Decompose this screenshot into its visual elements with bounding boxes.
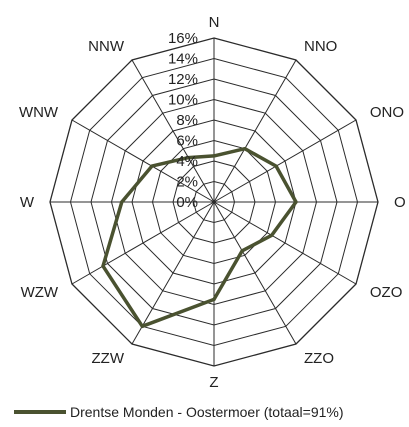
tick-label: 16% — [168, 30, 198, 47]
tick-label: 14% — [168, 51, 198, 68]
data-point-n — [212, 154, 216, 158]
direction-label-wnw: WNW — [19, 104, 59, 121]
data-point-wzw — [101, 264, 105, 268]
spoke-ono — [213, 119, 357, 203]
direction-label-zzo: ZZO — [304, 350, 334, 367]
data-point-wnw — [150, 164, 154, 168]
legend-swatch — [14, 410, 66, 414]
spoke-nno — [213, 59, 297, 203]
data-point-o — [294, 200, 298, 204]
spoke-wnw — [71, 119, 215, 203]
direction-label-w: W — [20, 194, 35, 211]
spoke-zzw — [131, 201, 215, 345]
direction-label-wzw: WZW — [21, 284, 59, 301]
direction-label-z: Z — [209, 374, 218, 391]
data-point-nno — [243, 147, 247, 151]
direction-labels: N NNO ONO O OZO ZZO Z ZZW WZW W WNW NNW — [19, 14, 406, 391]
direction-label-o: O — [394, 194, 406, 211]
direction-label-ozo: OZO — [370, 284, 403, 301]
tick-label: 12% — [168, 71, 198, 88]
direction-label-nno: NNO — [304, 38, 337, 55]
legend: Drentse Monden - Oostermoer (totaal=91%) — [14, 402, 344, 422]
direction-label-nnw: NNW — [88, 38, 125, 55]
data-point-ono — [274, 164, 278, 168]
spoke-ozo — [213, 201, 357, 285]
spoke-nnw — [131, 59, 215, 203]
data-point-zzw — [140, 324, 144, 328]
data-point-w — [120, 200, 124, 204]
direction-label-zzw: ZZW — [92, 350, 125, 367]
radial-tick-labels: 0% 2% 4% 6% 8% 10% 12% 14% 16% — [168, 30, 198, 211]
direction-label-ono: ONO — [370, 104, 404, 121]
data-point-ozo — [270, 233, 274, 237]
direction-label-n: N — [209, 14, 220, 31]
radar-chart: 0% 2% 4% 6% 8% 10% 12% 14% 16% N NNO ONO O OZO ZZO Z ZZ… — [19, 14, 406, 391]
data-point-z — [212, 297, 216, 301]
series-line-0 — [101, 146, 298, 329]
radar-spokes — [50, 38, 378, 366]
series-layer — [101, 146, 298, 329]
tick-label: 6% — [176, 133, 198, 150]
tick-label: 8% — [176, 112, 198, 129]
data-point-zzo — [240, 249, 244, 253]
spoke-wzw — [71, 201, 215, 285]
tick-label: 4% — [176, 153, 198, 170]
tick-label: 2% — [176, 174, 198, 191]
data-point-nnw — [186, 156, 190, 160]
spoke-zzo — [213, 201, 297, 345]
tick-label: 10% — [168, 92, 198, 109]
tick-label: 0% — [176, 194, 198, 211]
legend-series-label: Drentse Monden - Oostermoer (totaal=91%) — [70, 404, 344, 420]
